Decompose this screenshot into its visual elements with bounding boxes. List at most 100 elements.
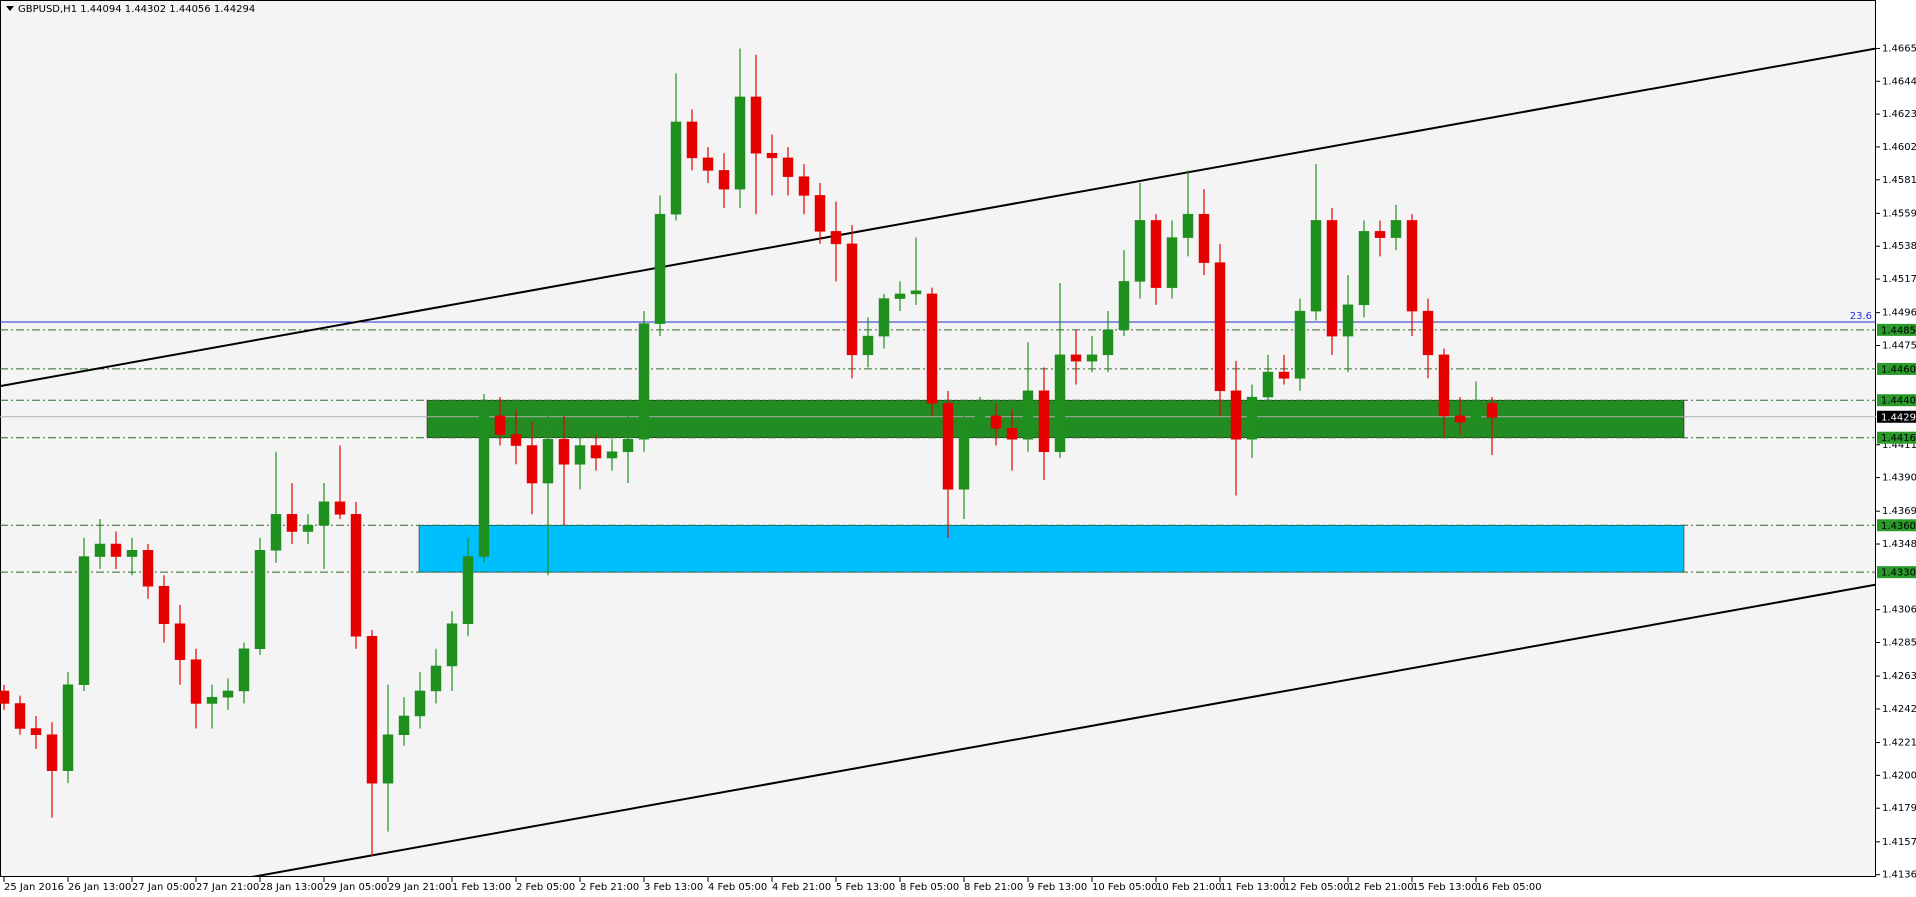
y-tick-label: 1.41790 <box>1882 803 1916 814</box>
trendline <box>246 583 1876 877</box>
candle-body <box>1310 220 1322 312</box>
x-tick-label: 4 Feb 05:00 <box>708 882 767 893</box>
plot <box>0 47 1876 877</box>
level-label-box <box>1877 519 1916 532</box>
level-label: 1.43300 <box>1881 568 1916 579</box>
candle-body <box>1054 354 1066 453</box>
candle-body <box>494 415 506 435</box>
candle-body <box>622 439 634 453</box>
candle-body <box>414 690 426 717</box>
candle-body <box>878 298 890 337</box>
current-price-label: 1.44294 <box>1881 412 1916 423</box>
level-label-box <box>1877 431 1916 444</box>
candle-body <box>1166 237 1178 288</box>
candle-body <box>526 445 538 484</box>
y-tick-label: 1.43690 <box>1882 506 1916 517</box>
candle-body <box>94 543 106 557</box>
level-label: 1.44600 <box>1881 364 1916 375</box>
candle-body <box>1278 371 1290 379</box>
level-label-box <box>1877 394 1916 407</box>
x-tick-label: 8 Feb 05:00 <box>900 882 959 893</box>
x-tick-label: 28 Jan 13:00 <box>260 882 323 893</box>
candle-body <box>238 648 250 692</box>
x-tick-label: 27 Jan 05:00 <box>132 882 195 893</box>
level-label-box <box>1877 362 1916 375</box>
candle-body <box>366 636 378 784</box>
x-tick-label: 11 Feb 13:00 <box>1220 882 1286 893</box>
level-label: 1.44850 <box>1881 325 1916 336</box>
candle-body <box>398 715 410 735</box>
plot-area <box>0 0 1876 877</box>
candle-body <box>830 231 842 245</box>
candle-body <box>222 690 234 698</box>
y-tick-label: 1.44115 <box>1882 440 1916 451</box>
candle-body <box>814 195 826 232</box>
candle-body <box>1134 220 1146 282</box>
x-tick-label: 27 Jan 21:00 <box>196 882 259 893</box>
chart-title: GBPUSD,H1 1.44094 1.44302 1.44056 1.4429… <box>18 4 255 15</box>
candle-body <box>654 213 666 324</box>
candle-body <box>1262 371 1274 398</box>
x-tick-label: 10 Feb 05:00 <box>1092 882 1158 893</box>
x-tick-label: 8 Feb 21:00 <box>964 882 1023 893</box>
candle-body <box>1326 220 1338 337</box>
y-tick-label: 1.46020 <box>1882 142 1916 153</box>
candle-body <box>1230 390 1242 440</box>
y-tick-label: 1.42635 <box>1882 671 1916 682</box>
candle-body <box>1438 354 1450 417</box>
y-tick-label: 1.44750 <box>1882 340 1916 351</box>
x-tick-label: 16 Feb 05:00 <box>1476 882 1542 893</box>
y-tick-label: 1.46440 <box>1882 76 1916 87</box>
candle-body <box>462 556 474 624</box>
candle-body <box>542 439 554 484</box>
candle-body <box>446 623 458 667</box>
candle-body <box>990 415 1002 429</box>
candle-body <box>334 501 346 515</box>
candle-body <box>1214 262 1226 392</box>
candle-body <box>686 121 698 159</box>
x-tick-label: 10 Feb 21:00 <box>1156 882 1222 893</box>
candle-body <box>958 421 970 490</box>
y-tick-label: 1.43905 <box>1882 473 1916 484</box>
candle-body <box>894 293 906 299</box>
y-tick-label: 1.41575 <box>1882 837 1916 848</box>
candle-body <box>558 439 570 465</box>
x-tick-label: 29 Jan 05:00 <box>324 882 387 893</box>
candle-body <box>702 157 714 171</box>
candle-body <box>846 243 858 356</box>
candle-body <box>1358 231 1370 306</box>
candle-body <box>110 543 122 557</box>
candle-body <box>1454 415 1466 423</box>
level-label-box <box>1877 323 1916 336</box>
candle-body <box>142 550 154 587</box>
x-tick-label: 3 Feb 13:00 <box>644 882 703 893</box>
y-tick-label: 1.42000 <box>1882 770 1916 781</box>
x-tick-label: 2 Feb 05:00 <box>516 882 575 893</box>
candle-body <box>126 550 138 557</box>
candle-body <box>1022 390 1034 440</box>
menu-icon[interactable] <box>6 6 14 11</box>
candle-body <box>206 696 218 704</box>
candle-body <box>750 96 762 154</box>
zone <box>418 525 1685 573</box>
y-tick-label: 1.43480 <box>1882 539 1916 550</box>
y-tick-label: 1.45595 <box>1882 208 1916 219</box>
x-tick-label: 29 Jan 21:00 <box>388 882 451 893</box>
candle-body <box>926 293 938 404</box>
y-tick-label: 1.43060 <box>1882 605 1916 616</box>
candle-body <box>1070 354 1082 362</box>
candle-body <box>1486 403 1498 418</box>
candle-body <box>382 734 394 784</box>
x-tick-label: 9 Feb 13:00 <box>1028 882 1087 893</box>
candle-body <box>1470 403 1482 423</box>
candle-body <box>46 734 58 771</box>
candle-body <box>1390 220 1402 238</box>
candle-body <box>1406 220 1418 312</box>
candle-body <box>734 96 746 190</box>
trendline <box>0 47 1876 388</box>
x-tick-label: 15 Feb 13:00 <box>1412 882 1478 893</box>
candle-body <box>798 176 810 196</box>
candle-body <box>1006 428 1018 440</box>
candle-body <box>78 556 90 685</box>
